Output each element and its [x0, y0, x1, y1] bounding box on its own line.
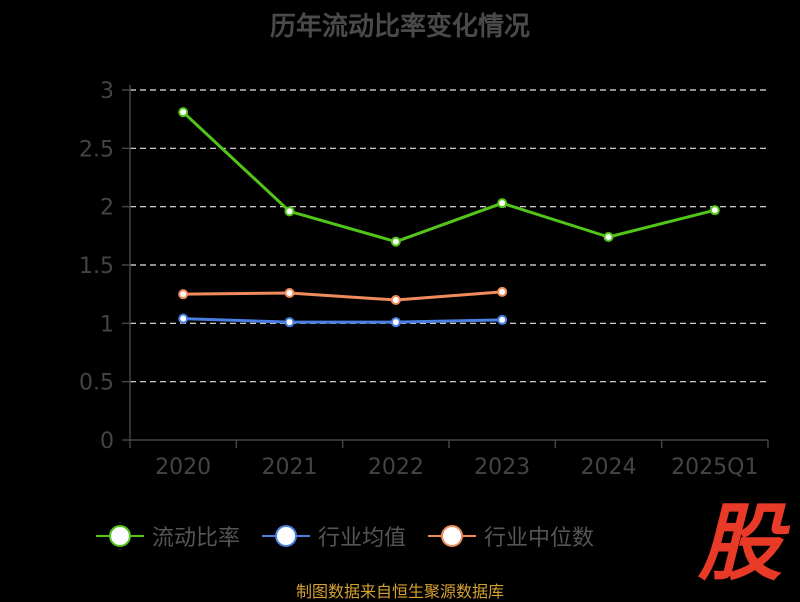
- data-point-2: [390, 295, 401, 305]
- x-tick-label: 2020: [155, 455, 211, 480]
- x-tick-label: 2025Q1: [671, 455, 758, 480]
- series-line-0: [182, 111, 716, 244]
- y-tick-label: 3: [100, 79, 114, 104]
- legend-marker-industry-mean: [261, 524, 310, 548]
- data-point-0: [284, 206, 295, 217]
- chart-title: 历年流动比率变化情况: [269, 12, 530, 42]
- x-tick-label: 2021: [262, 455, 318, 480]
- legend-item-industry-mean[interactable]: 行业均值: [261, 520, 406, 552]
- legend-item-current-ratio[interactable]: 流动比率: [95, 520, 240, 552]
- series-line-1: [183, 317, 503, 324]
- x-tick-label: 2024: [581, 455, 637, 480]
- y-tick-label: 0.5: [79, 371, 114, 396]
- data-point-0: [497, 198, 508, 209]
- data-point-0: [709, 205, 720, 216]
- legend-label-industry-median: 行业中位数: [484, 526, 595, 551]
- data-point-1: [178, 313, 189, 324]
- data-point-1: [390, 317, 401, 328]
- legend-marker-current-ratio: [95, 524, 144, 548]
- data-point-2: [497, 286, 508, 297]
- x-tick-label: 2023: [474, 455, 530, 480]
- data-point-2: [284, 288, 295, 298]
- legend-marker-industry-median: [428, 524, 476, 548]
- data-point-0: [178, 107, 189, 118]
- y-tick-label: 1: [100, 312, 114, 337]
- y-tick-label: 2.5: [79, 137, 114, 162]
- data-point-1: [284, 317, 295, 328]
- data-point-1: [497, 314, 508, 325]
- x-tick-label: 2022: [368, 455, 424, 480]
- legend-label-current-ratio: 流动比率: [151, 526, 240, 551]
- y-tick-label: 2: [100, 196, 114, 221]
- legend: 流动比率 行业均值 行业中位数: [0, 520, 690, 552]
- legend-item-industry-median[interactable]: 行业中位数: [428, 520, 594, 552]
- y-tick-label: 0: [100, 429, 114, 454]
- series-line-2: [183, 290, 503, 302]
- y-tick-label: 1.5: [79, 254, 114, 279]
- data-point-0: [390, 236, 401, 247]
- source-note: 制图数据来自恒生聚源数据库: [295, 582, 504, 601]
- data-point-2: [178, 289, 189, 300]
- legend-label-industry-mean: 行业均值: [317, 526, 406, 551]
- brand-logo: 股: [697, 494, 782, 592]
- data-point-0: [603, 232, 614, 242]
